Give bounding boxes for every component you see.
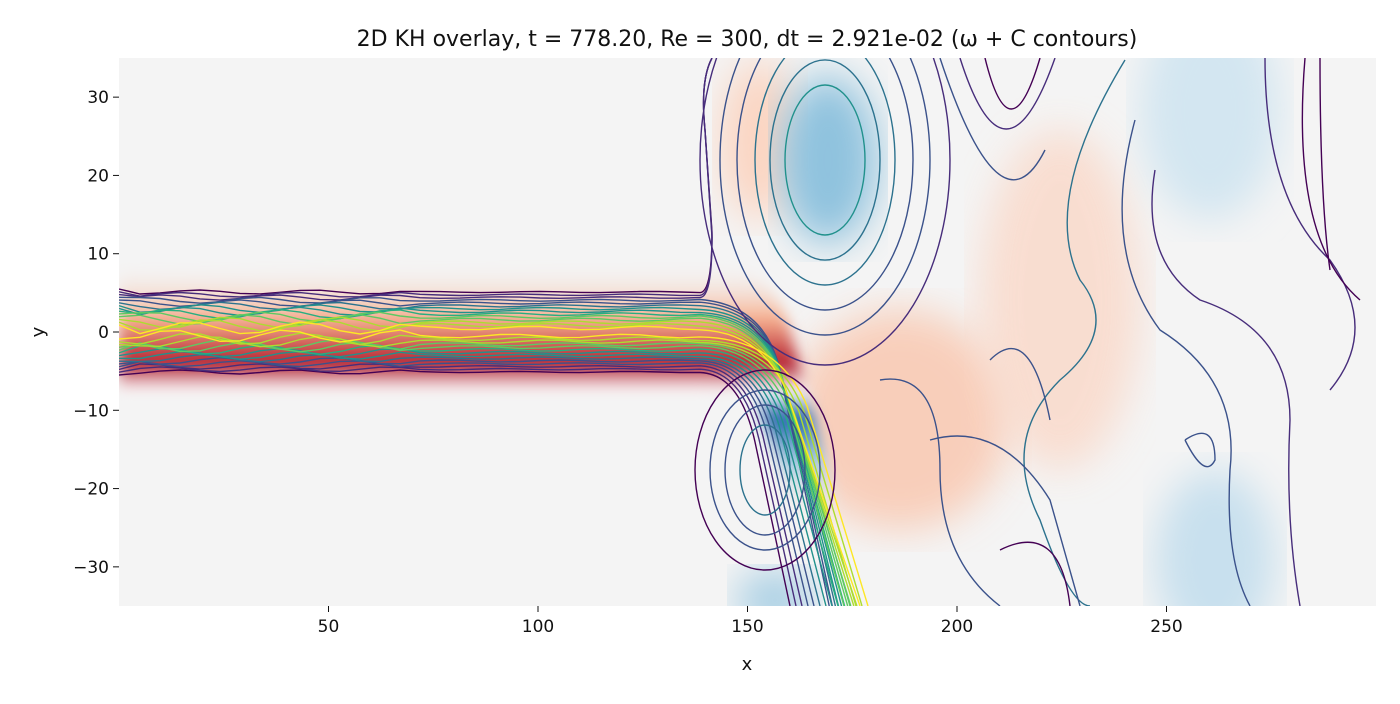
contour-line — [694, 369, 836, 571]
contour-line — [119, 369, 791, 606]
contour-line — [736, 58, 914, 311]
contour-line — [119, 301, 837, 606]
contour-line — [119, 313, 852, 606]
contour-line — [1319, 58, 1331, 271]
contour-line — [1184, 432, 1216, 468]
vorticity-blob-negative — [1140, 58, 1280, 220]
y-tick-label: −20 — [73, 480, 109, 500]
contour-line — [119, 308, 846, 606]
contour-line — [959, 58, 1056, 130]
x-tick-label: 200 — [941, 617, 973, 637]
contour-line — [119, 366, 797, 606]
contour-line — [754, 58, 896, 286]
vorticity-blob-negative — [1155, 470, 1275, 606]
contour-line — [119, 338, 851, 606]
contour-lines — [119, 58, 1361, 606]
contour-line — [879, 378, 1001, 606]
contour-line — [1121, 119, 1251, 606]
x-axis: 50 100 150 200 250 — [318, 606, 1183, 637]
contour-line — [119, 356, 815, 606]
contour-line — [1264, 58, 1356, 391]
contour-line — [119, 58, 713, 301]
chart-title: 2D KH overlay, t = 778.20, Re = 300, dt … — [357, 27, 1138, 52]
contour-line — [939, 58, 1046, 181]
y-tick-label: −10 — [73, 401, 109, 421]
contour-line — [119, 347, 833, 606]
vorticity-blob-positive — [790, 310, 1010, 530]
contour-line — [119, 335, 857, 606]
contour-line — [989, 348, 1051, 421]
vorticity-blob-positive — [980, 130, 1140, 470]
contour-line — [119, 296, 830, 606]
contour-line — [119, 329, 869, 606]
vorticity-blob-negative — [735, 570, 815, 606]
contour-line — [119, 363, 803, 606]
contour-line — [1023, 59, 1126, 606]
y-tick-label: −30 — [73, 558, 109, 578]
x-tick-label: 100 — [522, 617, 554, 637]
vorticity-blob-negative — [778, 75, 878, 245]
contour-line — [724, 404, 806, 536]
y-tick-label: 0 — [98, 323, 109, 343]
contour-line — [1301, 58, 1361, 301]
contour-line — [119, 299, 833, 606]
contour-line — [119, 350, 827, 606]
contour-line — [119, 318, 858, 606]
contour-line — [719, 58, 931, 336]
y-tick-label: 20 — [87, 166, 109, 186]
contour-line — [769, 59, 881, 261]
y-axis: 30 20 10 0 −10 −20 −30 — [73, 88, 119, 578]
x-tick-label: 150 — [731, 617, 763, 637]
contour-line — [784, 84, 866, 236]
contour-line — [1151, 169, 1301, 606]
contour-line — [929, 435, 1081, 606]
y-axis-label: y — [28, 326, 49, 337]
contour-line — [119, 311, 849, 606]
y-tick-label: 30 — [87, 88, 109, 108]
contour-line — [119, 316, 855, 606]
y-tick-label: 10 — [87, 245, 109, 265]
plot-area — [119, 58, 1376, 606]
contour-line — [709, 389, 821, 551]
contour-line — [699, 58, 951, 366]
x-tick-label: 50 — [318, 617, 340, 637]
contour-line — [999, 541, 1071, 606]
contour-line — [119, 353, 821, 606]
x-axis-label: x — [742, 654, 753, 675]
contour-line — [984, 58, 1041, 110]
contour-line — [739, 424, 791, 516]
x-tick-label: 250 — [1150, 617, 1182, 637]
